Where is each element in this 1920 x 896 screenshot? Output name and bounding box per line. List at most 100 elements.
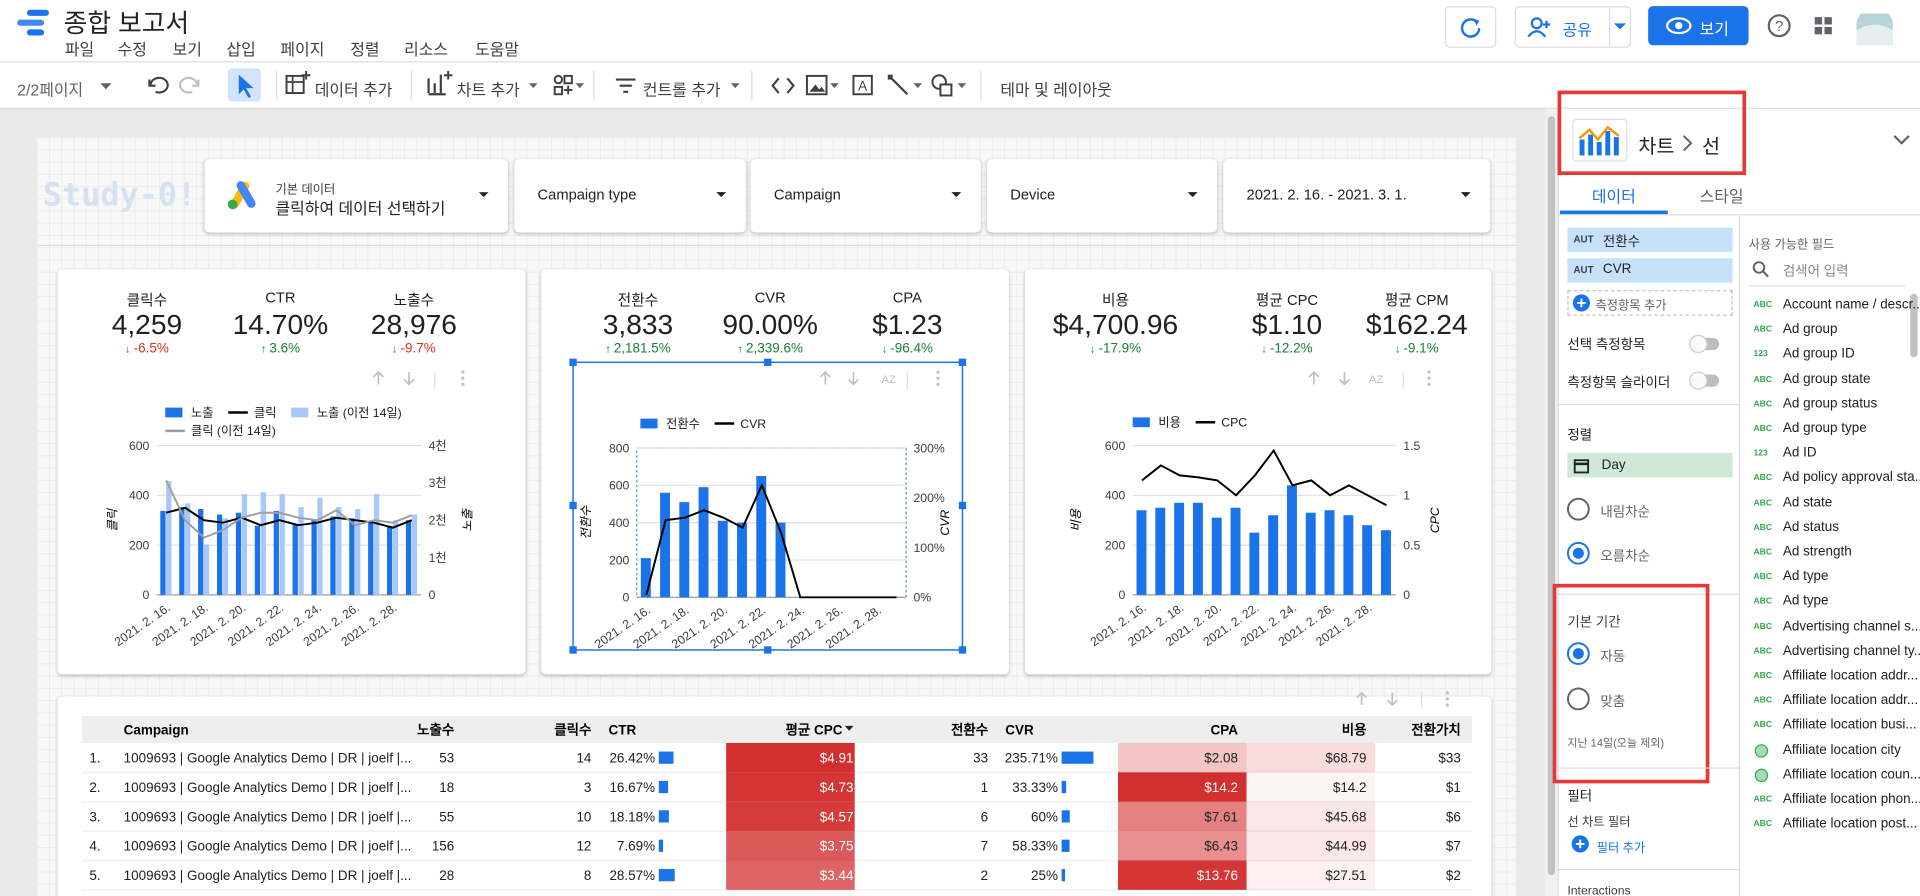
page-selector[interactable]: 2/2페이지 [17, 80, 84, 100]
add-metric-label: 측정항목 추가 [1595, 299, 1667, 314]
view-button[interactable]: 보기 [1648, 6, 1749, 46]
trend-arrow: ↓ [1394, 342, 1404, 355]
field-type: 123 [1753, 449, 1768, 459]
field-name[interactable]: Ad strength [1782, 544, 1852, 560]
filter-control[interactable]: Campaign type [514, 159, 746, 233]
menu-item[interactable]: 파일 [64, 40, 95, 59]
field-type: ABC [1753, 721, 1773, 730]
change-value: -6.5% [133, 341, 169, 357]
metric-value: $4,700.96 [1052, 308, 1179, 341]
metric-value: $1.10 [1251, 308, 1323, 341]
date-custom: 맞춤 [1600, 695, 1626, 710]
dropdown-arrow [951, 192, 962, 198]
sort-radios[interactable] [1565, 494, 1594, 567]
menu-item[interactable]: 도움말 [475, 40, 520, 59]
trend-arrow: ↓ [881, 342, 891, 355]
menu-item[interactable]: 정렬 [350, 40, 380, 59]
sort-title: 정렬 [1567, 428, 1593, 444]
svg-text:?: ? [1775, 19, 1783, 35]
toggles[interactable] [1687, 333, 1724, 392]
filter-control[interactable]: Campaign [750, 159, 981, 233]
field-name[interactable]: Ad group ID [1782, 346, 1855, 362]
tab-style[interactable]: 스타일 [1699, 187, 1744, 206]
change-value: 3.6% [269, 341, 301, 357]
metric-type: AUT [1573, 264, 1594, 276]
trend-arrow: ↓ [1089, 342, 1099, 355]
optional-metrics: 선택 측정항목 [1567, 337, 1646, 353]
trend-arrow: ↑ [737, 342, 747, 355]
filter-title: 필터 [1567, 789, 1593, 805]
field-name[interactable]: Affiliate location busi... [1782, 717, 1917, 733]
metric-change: ↓ -9.7% [340, 341, 487, 356]
date-range-title: 기본 기간 [1567, 615, 1621, 631]
metric-chip[interactable]: AUT CVR [1567, 258, 1733, 283]
metric-chip[interactable]: AUT 전환수 [1567, 227, 1733, 253]
field-type: ABC [1753, 820, 1773, 829]
field-name[interactable]: Affiliate location city [1782, 742, 1901, 758]
field-type: ABC [1753, 597, 1773, 607]
field-type: ABC [1753, 795, 1773, 805]
tab-data[interactable]: 데이터 [1591, 187, 1636, 206]
metric-label: CVR [754, 288, 786, 306]
field-name[interactable]: Ad group status [1782, 396, 1878, 412]
menu-item[interactable]: 페이지 [280, 40, 325, 59]
sort-field[interactable]: Day [1567, 452, 1733, 478]
trend-arrow: ↑ [605, 342, 614, 355]
change-value: 2,339.6% [746, 341, 803, 357]
field-name[interactable]: Account name / descr... [1782, 297, 1920, 313]
field-name[interactable]: Advertising channel s... [1782, 618, 1920, 634]
field-name[interactable]: Affiliate location post... [1782, 816, 1918, 832]
field-name[interactable]: Affiliate location phon... [1782, 791, 1920, 807]
field-name[interactable]: Affiliate location coun... [1782, 767, 1920, 782]
field-name[interactable]: Ad status [1782, 519, 1840, 535]
metric-name: CVR [1602, 261, 1632, 277]
date-radios[interactable] [1565, 639, 1594, 715]
filter-control[interactable]: Device [986, 159, 1218, 233]
field-name[interactable]: Ad group type [1782, 421, 1867, 436]
field-name[interactable]: Affiliate location addr... [1782, 693, 1919, 708]
field-search[interactable]: 검색어 입력 [1782, 264, 1849, 280]
field-type: ABC [1753, 399, 1773, 409]
svg-text:AZ: AZ [1369, 374, 1383, 386]
table-header-bg [82, 716, 1472, 743]
refresh-button[interactable] [1444, 6, 1497, 48]
field-name[interactable]: Affiliate location addr... [1782, 668, 1919, 683]
menu-item[interactable]: 리소스 [404, 40, 449, 59]
data-source-control[interactable]: 기본 데이터 클릭하여 데이터 선택하기 [204, 159, 509, 233]
add-metric[interactable]: 측정항목 추가 [1567, 290, 1733, 316]
field-type: ABC [1753, 622, 1773, 632]
add-chart[interactable]: 차트 추가 [456, 80, 520, 100]
metric-value: $1.23 [872, 308, 943, 341]
add-data[interactable]: 데이터 추가 [314, 80, 393, 100]
add-filter[interactable]: 필터 추가 [1596, 842, 1646, 856]
metric-label: CPA [892, 288, 922, 306]
field-name[interactable]: Ad policy approval sta... [1782, 470, 1920, 486]
view-label: 보기 [1699, 19, 1729, 38]
field-name[interactable]: Ad ID [1782, 445, 1817, 461]
menu-item[interactable]: 수정 [117, 40, 147, 59]
field-name[interactable]: Ad group state [1782, 371, 1871, 387]
field-type: ABC [1753, 523, 1773, 533]
chart-type-icon [1572, 118, 1628, 162]
metric-change: ↓ -96.4% [834, 341, 981, 356]
share-button[interactable]: 공유 [1514, 6, 1632, 48]
interactions-title: Interactions [1567, 884, 1631, 896]
menu-item[interactable]: 보기 [172, 40, 202, 59]
field-type: ABC [1753, 573, 1773, 582]
metric-change: ↑ 2,339.6% [697, 341, 844, 356]
filter-control[interactable]: 2021. 2. 16. - 2021. 3. 1. [1223, 159, 1491, 233]
menu-item[interactable]: 삽입 [226, 40, 256, 59]
field-name[interactable]: Ad type [1782, 594, 1829, 609]
field-name[interactable]: Ad type [1782, 569, 1829, 585]
add-control[interactable]: 컨트롤 추가 [642, 80, 721, 100]
field-name[interactable]: Ad state [1782, 495, 1833, 510]
svg-text:A: A [858, 79, 867, 94]
metric-value: 28,976 [370, 308, 457, 341]
field-name[interactable]: Advertising channel ty... [1782, 643, 1920, 659]
theme-layout[interactable]: 테마 및 레이아웃 [1000, 80, 1112, 100]
trend-arrow: ↓ [125, 342, 134, 355]
dropdown-arrow [716, 192, 727, 198]
field-name[interactable]: Ad group [1782, 322, 1838, 337]
report-title: 종합 보고서 [63, 9, 190, 38]
